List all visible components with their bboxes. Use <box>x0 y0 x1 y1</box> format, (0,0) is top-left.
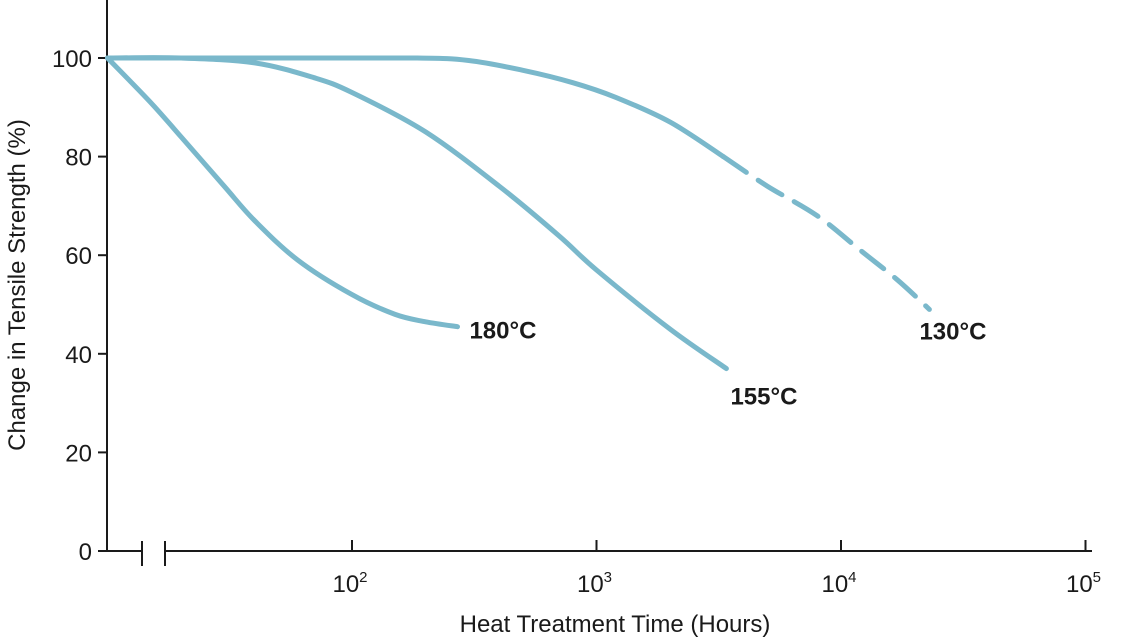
y-tick-label-40: 40 <box>65 342 92 369</box>
x-ticks: 102 103 104 105 <box>332 540 1101 598</box>
y-ticks: 0 20 40 60 80 100 <box>52 46 107 566</box>
series-layer <box>105 55 932 372</box>
y-tick-label-0: 0 <box>79 539 92 566</box>
series-label-155c: 155°C <box>730 384 797 411</box>
series-130c-line <box>105 55 726 160</box>
series-155c-line <box>105 55 729 372</box>
x-tick-label-100: 102 <box>332 569 367 598</box>
x-tick-label-1000: 103 <box>577 569 612 598</box>
y-tick-label-60: 60 <box>65 243 92 270</box>
x-tick-label-100000: 105 <box>1066 569 1101 598</box>
series-130c-extrapolated-line <box>720 154 932 312</box>
x-axis-title: Heat Treatment Time (Hours) <box>460 611 771 638</box>
y-axis-title: Change in Tensile Strength (%) <box>4 119 31 451</box>
y-tick-label-80: 80 <box>65 145 92 172</box>
axes <box>106 0 1092 566</box>
series-labels: 180°C 155°C 130°C <box>469 318 986 411</box>
series-180c-line <box>105 55 460 330</box>
series-label-130c: 130°C <box>919 318 986 345</box>
x-tick-label-10000: 104 <box>821 569 856 598</box>
series-label-180c: 180°C <box>469 318 536 345</box>
y-tick-label-100: 100 <box>52 46 92 73</box>
y-tick-label-20: 20 <box>65 440 92 467</box>
